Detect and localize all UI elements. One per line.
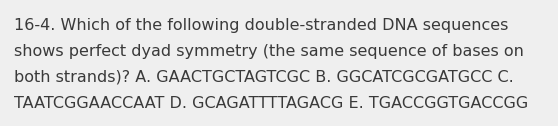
Text: shows perfect dyad symmetry (the same sequence of bases on: shows perfect dyad symmetry (the same se…	[14, 44, 524, 59]
Text: 16-4. Which of the following double-stranded DNA sequences: 16-4. Which of the following double-stra…	[14, 18, 508, 33]
Text: both strands)? A. GAACTGCTAGTCGC B. GGCATCGCGATGCC C.: both strands)? A. GAACTGCTAGTCGC B. GGCA…	[14, 70, 514, 85]
Text: TAATCGGAACCAAT D. GCAGATTTTAGACG E. TGACCGGTGACCGG: TAATCGGAACCAAT D. GCAGATTTTAGACG E. TGAC…	[14, 96, 528, 111]
